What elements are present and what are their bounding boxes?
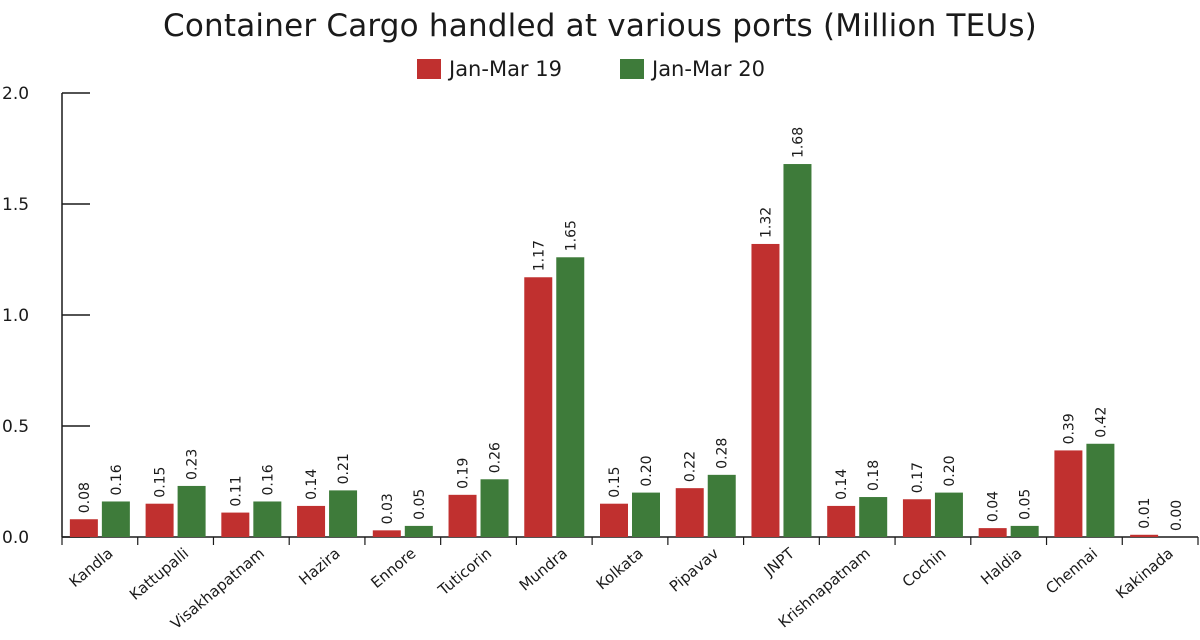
legend: Jan-Mar 19 Jan-Mar 20	[0, 56, 1200, 82]
data-label: 0.03	[380, 493, 396, 524]
data-label: 0.01	[1137, 498, 1153, 529]
data-label: 0.00	[1169, 500, 1185, 531]
data-label: 0.28	[715, 438, 731, 469]
data-label: 0.20	[639, 455, 655, 486]
x-tick-label: Cochin	[899, 544, 950, 591]
bar-jan-mar-20	[101, 501, 130, 537]
bar-jan-mar-20	[480, 479, 509, 537]
bar-jan-mar-19	[524, 277, 553, 537]
data-label: 1.32	[758, 207, 774, 238]
bar-jan-mar-19	[751, 243, 780, 537]
x-tick-label: Haldia	[977, 544, 1025, 588]
data-label: 0.17	[910, 462, 926, 493]
bar-jan-mar-20	[329, 490, 358, 537]
x-tick-label: Kakinada	[1112, 544, 1176, 602]
data-label: 0.21	[336, 453, 352, 484]
legend-label-jan-mar-20: Jan-Mar 20	[652, 57, 765, 81]
data-label: 0.05	[412, 489, 428, 520]
bar-jan-mar-20	[934, 492, 963, 537]
bar-jan-mar-19	[297, 505, 326, 537]
bar-jan-mar-20	[1010, 525, 1039, 537]
data-label: 0.22	[683, 451, 699, 482]
bar-jan-mar-19	[1130, 534, 1159, 537]
bar-jan-mar-20	[859, 497, 888, 537]
chart-title: Container Cargo handled at various ports…	[163, 8, 1037, 44]
bar-jan-mar-19	[145, 503, 174, 537]
x-tick-label: Pipavav	[666, 544, 723, 595]
data-label: 0.20	[942, 455, 958, 486]
y-tick-label: 0.0	[2, 528, 29, 548]
data-label: 0.16	[109, 464, 125, 495]
legend-label-jan-mar-19: Jan-Mar 19	[449, 57, 562, 81]
x-tick-label: Kattupalli	[126, 544, 192, 604]
bar-jan-mar-19	[1054, 450, 1083, 537]
y-tick-label: 1.0	[2, 306, 29, 326]
y-tick-label: 1.5	[2, 195, 29, 215]
data-label: 1.68	[790, 127, 806, 158]
legend-swatch-jan-mar-19	[417, 59, 441, 79]
data-label: 0.11	[228, 475, 244, 506]
bar-jan-mar-19	[69, 519, 98, 537]
x-tick-label: Mundra	[516, 544, 571, 594]
data-label: 0.19	[456, 458, 472, 489]
data-label: 0.42	[1093, 407, 1109, 438]
bar-jan-mar-20	[404, 525, 433, 537]
bar-jan-mar-20	[177, 485, 206, 537]
bar-jan-mar-19	[827, 505, 856, 537]
y-tick-label: 0.5	[2, 417, 29, 437]
x-tick-label: Kolkata	[593, 544, 647, 593]
data-label: 0.39	[1061, 413, 1077, 444]
data-label: 0.15	[607, 467, 623, 498]
x-tick-label: JNPT	[760, 544, 799, 581]
bar-jan-mar-19	[675, 488, 704, 537]
data-label: 0.05	[1018, 489, 1034, 520]
data-label: 0.04	[986, 491, 1002, 522]
bar-jan-mar-20	[253, 501, 282, 537]
data-label: 0.18	[866, 460, 882, 491]
data-label: 0.15	[153, 467, 169, 498]
data-label: 1.17	[531, 240, 547, 271]
x-tick-label: Ennore	[367, 544, 419, 592]
legend-item-jan-mar-20: Jan-Mar 20	[620, 56, 765, 82]
bar-jan-mar-19	[448, 494, 477, 537]
bar-jan-mar-20	[783, 164, 812, 538]
bar-jan-mar-20	[632, 492, 660, 537]
data-label: 0.16	[260, 464, 276, 495]
bar-jan-mar-20	[1086, 443, 1115, 537]
data-label: 0.23	[185, 449, 201, 480]
data-label: 0.14	[834, 469, 850, 500]
x-tick-label: Tuticorin	[434, 544, 495, 599]
data-label: 0.14	[304, 469, 320, 500]
bar-jan-mar-19	[372, 530, 401, 537]
data-label: 0.08	[77, 482, 93, 513]
data-label: 1.65	[563, 220, 579, 251]
x-tick-label: Chennai	[1042, 544, 1101, 597]
y-tick-label: 2.0	[2, 84, 29, 104]
legend-swatch-jan-mar-20	[620, 59, 644, 79]
bar-jan-mar-20	[707, 474, 736, 537]
bar-jan-mar-20	[556, 257, 585, 537]
x-tick-label: Hazira	[295, 544, 343, 589]
bar-jan-mar-19	[902, 499, 931, 537]
data-label: 0.26	[488, 442, 504, 473]
bar-jan-mar-19	[221, 512, 250, 537]
bar-jan-mar-19	[600, 503, 628, 537]
legend-item-jan-mar-19: Jan-Mar 19	[417, 56, 562, 82]
x-tick-label: Kandla	[66, 544, 117, 591]
bar-jan-mar-19	[978, 528, 1007, 537]
